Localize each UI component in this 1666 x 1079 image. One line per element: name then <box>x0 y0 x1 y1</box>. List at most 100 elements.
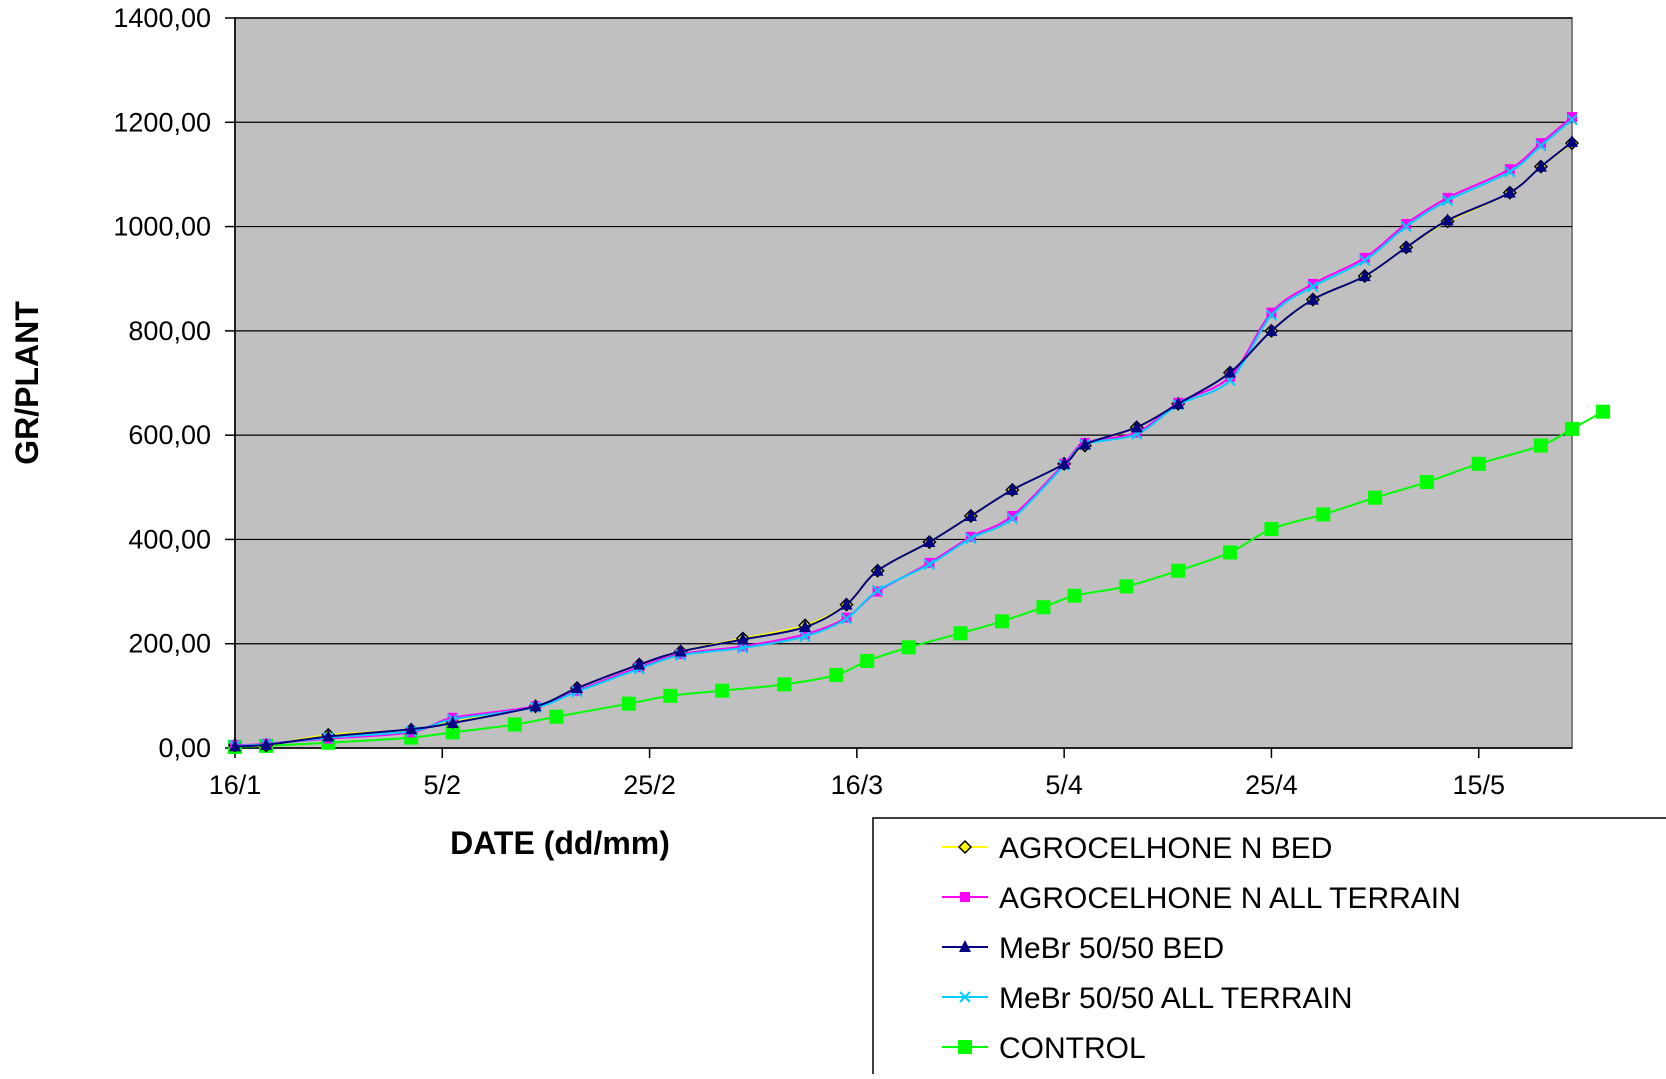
data-point <box>840 612 853 625</box>
data-point <box>923 558 936 571</box>
legend-box <box>872 817 1666 1079</box>
data-point <box>229 739 241 752</box>
legend-label: CONTROL <box>999 1032 1146 1065</box>
data-point <box>1471 456 1486 471</box>
data-point <box>1223 365 1236 378</box>
y-tick-label: 200,00 <box>128 629 211 659</box>
legend-label: MeBr 50/50 BED <box>999 932 1224 965</box>
legend-item: AGROCELHONE N BED <box>942 832 1332 865</box>
data-point <box>1566 113 1578 126</box>
y-tick-label: 1200,00 <box>113 107 211 137</box>
data-point <box>1504 166 1516 178</box>
y-axis-title: GR/PLANT <box>9 301 45 465</box>
data-point <box>1265 323 1278 336</box>
x-tick-label: 5/2 <box>424 770 462 800</box>
data-point <box>1007 510 1018 521</box>
data-point <box>1036 600 1051 615</box>
data-point <box>901 640 916 655</box>
legend-item: CONTROL <box>942 1032 1146 1065</box>
data-point <box>1006 512 1019 525</box>
data-point <box>736 632 749 645</box>
data-point <box>621 696 636 711</box>
data-point <box>737 642 749 654</box>
data-point <box>994 614 1009 629</box>
legend-label: AGROCELHONE N BED <box>999 832 1332 865</box>
data-point <box>507 717 522 732</box>
series-mebr-50-50-bed <box>229 135 1578 752</box>
y-tick-label: 0,00 <box>158 733 211 763</box>
data-point <box>871 563 884 576</box>
data-point <box>405 722 418 735</box>
data-point <box>1171 563 1186 578</box>
data-point <box>1359 254 1371 267</box>
x-tick-label: 16/1 <box>209 770 262 800</box>
data-point <box>953 626 968 641</box>
data-point <box>840 597 853 610</box>
gridlines <box>235 17 1572 645</box>
x-tick-label: 5/4 <box>1045 770 1083 800</box>
data-point <box>1565 421 1579 436</box>
data-point <box>1078 437 1091 450</box>
data-point <box>529 699 542 712</box>
data-point <box>1131 427 1142 438</box>
x-axis-title: DATE (dd/mm) <box>450 825 670 861</box>
data-point <box>1316 507 1331 522</box>
data-point <box>445 725 460 740</box>
data-point <box>633 657 646 670</box>
data-point <box>737 641 748 652</box>
data-point <box>964 508 977 521</box>
data-point <box>1441 194 1454 207</box>
data-point <box>1567 112 1577 123</box>
data-point <box>1058 456 1071 469</box>
data-point <box>1368 490 1383 505</box>
data-point <box>1307 280 1319 293</box>
legend-item: AGROCELHONE N ALL TERRAIN <box>942 882 1461 915</box>
legend: AGROCELHONE N BED AGROCELHONE N ALL TERRA… <box>872 817 1666 1079</box>
series-lines <box>227 112 1611 754</box>
data-point <box>923 535 936 548</box>
data-point <box>1419 475 1434 490</box>
data-point <box>715 683 730 698</box>
data-point <box>1442 192 1453 203</box>
legend-marker <box>959 940 971 952</box>
data-point <box>1265 309 1278 321</box>
data-point <box>965 532 977 545</box>
y-tick-label: 600,00 <box>128 420 211 450</box>
data-point <box>1401 218 1412 229</box>
data-point <box>1119 579 1134 594</box>
data-point <box>571 681 584 694</box>
data-point <box>1534 159 1547 172</box>
data-point <box>1400 220 1412 233</box>
y-tick-label: 400,00 <box>128 524 211 554</box>
data-point <box>1503 185 1516 198</box>
legend-label: AGROCELHONE N ALL TERRAIN <box>999 882 1461 915</box>
data-point <box>1306 292 1319 305</box>
data-point <box>1596 404 1611 419</box>
data-point <box>777 677 792 692</box>
data-point <box>260 737 273 750</box>
data-point <box>1130 420 1143 433</box>
data-point <box>1535 140 1547 152</box>
data-point <box>1067 588 1082 603</box>
data-point <box>1006 482 1019 495</box>
data-point <box>1535 138 1546 149</box>
data-point <box>829 668 844 682</box>
data-point <box>1266 307 1277 318</box>
data-point <box>1441 213 1454 226</box>
data-point <box>1533 438 1548 453</box>
data-point <box>674 644 687 657</box>
x-tick-label: 15/5 <box>1452 770 1505 800</box>
x-tick-label: 25/4 <box>1245 770 1298 800</box>
data-point <box>871 584 884 597</box>
data-point <box>924 557 935 568</box>
data-point <box>1400 240 1413 253</box>
y-tick-label: 1000,00 <box>113 212 211 242</box>
data-point <box>663 688 678 703</box>
data-point <box>1172 396 1185 409</box>
data-point <box>1222 545 1237 560</box>
plot-area <box>234 17 1573 749</box>
x-tick-label: 25/2 <box>623 770 676 800</box>
data-point <box>799 620 812 633</box>
